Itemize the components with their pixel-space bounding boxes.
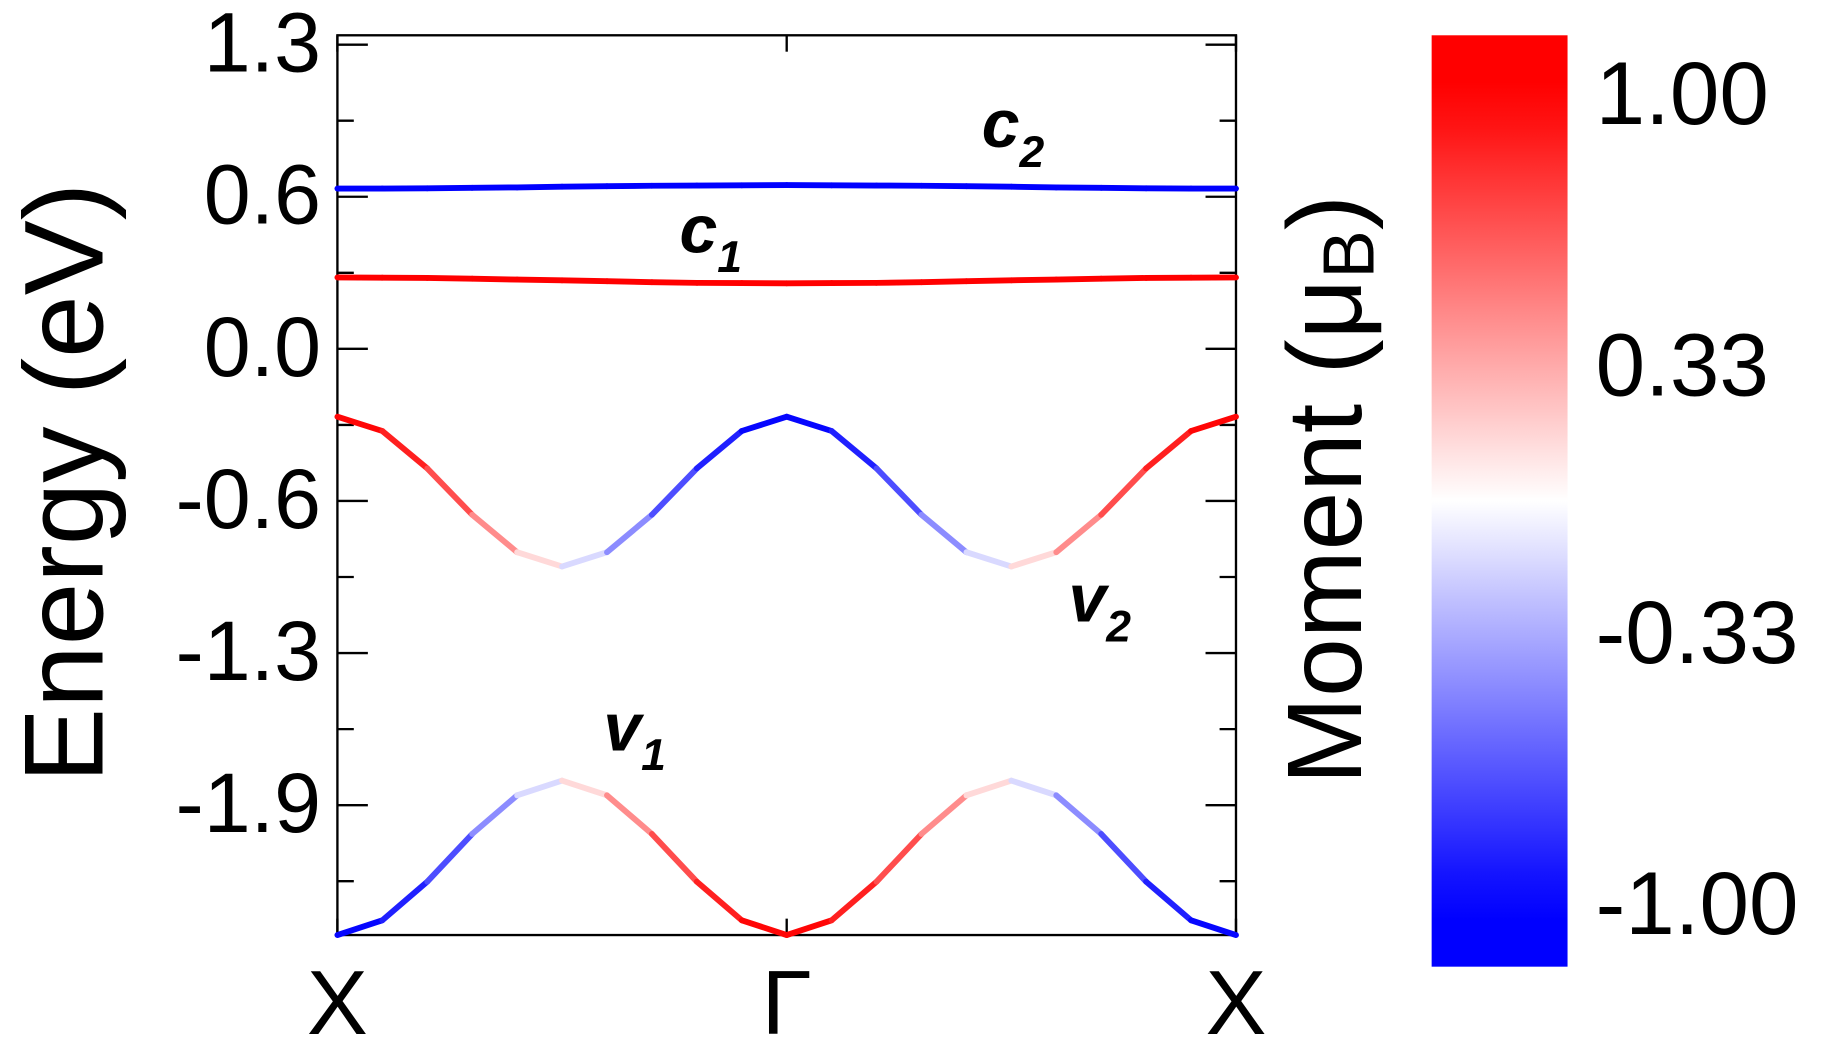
colorbar-label: Moment (μB) (1267, 195, 1389, 785)
band-segment (1188, 413, 1239, 434)
y-tick-label: -1.9 (176, 756, 321, 850)
band-segment (424, 275, 476, 282)
y-tick-label: -0.6 (176, 452, 321, 546)
band-segment (1098, 465, 1150, 518)
band-segment (648, 831, 700, 885)
band-segment (1098, 831, 1150, 885)
band-label-name: v (1068, 560, 1109, 636)
band-segment (693, 878, 745, 924)
band-segment (379, 428, 431, 472)
x-tick-label: Γ (762, 952, 812, 1050)
band-segment (514, 183, 565, 191)
band-segment (873, 831, 925, 885)
band-segment (514, 549, 565, 570)
band-segment (1053, 792, 1105, 837)
band-segment (334, 917, 386, 938)
band-segment (469, 511, 521, 556)
band-segment (514, 777, 565, 799)
band-segment (963, 777, 1015, 799)
band-segment (783, 917, 835, 938)
band-segment (424, 831, 476, 885)
band-segment (1008, 276, 1060, 284)
band-segment (1143, 428, 1194, 472)
band-segment (828, 878, 880, 924)
y-tick-label: 0.0 (204, 300, 321, 394)
band-segment (1143, 878, 1194, 924)
y-axis-label: Energy (eV) (0, 183, 126, 783)
band-segment (918, 511, 970, 556)
colorbar-tick-label: -1.00 (1596, 853, 1799, 953)
band-segment (1008, 777, 1060, 799)
band-segment (469, 792, 521, 837)
band-segment (873, 279, 925, 286)
band-segment (648, 279, 700, 286)
band-segment (1008, 549, 1060, 570)
colorbar-tick-label: 0.33 (1596, 315, 1769, 415)
band-segment (424, 465, 476, 518)
x-tick-label: X (307, 952, 368, 1050)
band-segment (379, 878, 431, 924)
band-segment (604, 278, 655, 286)
band-segment (559, 777, 610, 799)
band-label: v1 (603, 689, 666, 780)
x-tick-label: X (1206, 952, 1267, 1050)
band-label-sub: 2 (1019, 128, 1045, 177)
band-segment (1188, 917, 1239, 938)
y-tick-label: -1.3 (176, 604, 321, 698)
band-segment (559, 277, 610, 285)
colorbar (1431, 35, 1568, 967)
plot-frame (336, 34, 1238, 937)
band-segment (738, 917, 790, 938)
band-segment (559, 549, 610, 570)
band-segment (738, 413, 790, 434)
band-label: v2 (1068, 560, 1131, 651)
band-segment (783, 413, 835, 434)
band-label-name: c (982, 86, 1020, 162)
colorbar-tick-label: 1.00 (1596, 43, 1769, 143)
colorbar-label-text: Moment (μ (1267, 279, 1384, 785)
colorbar-label-end: ) (1267, 195, 1384, 230)
colorbar-label-sub: B (1309, 230, 1390, 278)
colorbar-tick-label: -0.33 (1596, 582, 1799, 682)
band-segment (1008, 183, 1060, 191)
band-segment (1053, 511, 1105, 556)
band-segment (1053, 275, 1105, 283)
band-segment (334, 413, 386, 434)
band-segment (873, 465, 925, 518)
band-label-name: c (680, 191, 718, 267)
band-segment (828, 428, 880, 472)
band-segment (1098, 275, 1150, 282)
band-segment (604, 511, 655, 556)
band-segment (604, 792, 655, 837)
band-segment (469, 275, 521, 283)
band-segment (963, 549, 1015, 570)
band-label-sub: 1 (717, 233, 742, 282)
y-tick-label: 1.3 (204, 0, 321, 90)
band-segment (918, 792, 970, 837)
band-label-name: v (603, 689, 644, 765)
band-label: c1 (680, 191, 743, 282)
band-segment (514, 276, 565, 284)
band-segment (648, 465, 700, 518)
band-segment (963, 277, 1015, 285)
band-label-sub: 1 (641, 731, 666, 780)
band-label-sub: 2 (1105, 602, 1131, 651)
y-tick-label: 0.6 (204, 148, 321, 242)
band-segment (693, 428, 745, 472)
band-segment (918, 278, 970, 286)
band-label: c2 (982, 86, 1045, 177)
